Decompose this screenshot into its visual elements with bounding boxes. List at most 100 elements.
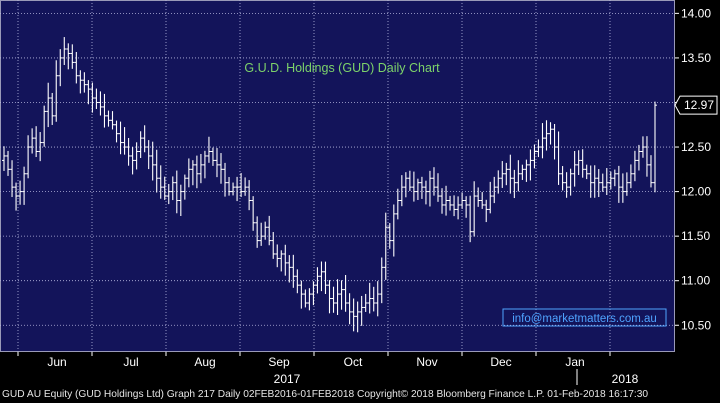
ohlc-bar — [496, 170, 501, 194]
ohlc-bar — [488, 181, 493, 214]
ohlc-bar — [323, 261, 328, 294]
ohlc-bar — [335, 279, 340, 316]
month-label: Jul — [123, 355, 138, 369]
ohlc-bar — [460, 192, 465, 209]
ohlc-bar — [492, 176, 497, 204]
ohlc-bar — [154, 149, 159, 193]
month-label: Dec — [490, 355, 511, 369]
ohlc-bar — [536, 139, 541, 158]
ohlc-bar — [279, 250, 284, 272]
ohlc-bar — [210, 147, 215, 166]
ohlc-bar — [118, 121, 123, 155]
ohlc-bar — [78, 70, 83, 94]
last-price-tag: 12.97 — [674, 95, 718, 115]
ohlc-bar — [251, 196, 256, 231]
ohlc-bar — [616, 165, 621, 203]
ohlc-bar — [568, 168, 573, 196]
last-price-label: 12.97 — [684, 98, 714, 112]
ohlc-bar — [214, 148, 219, 178]
ohlc-bar — [560, 166, 565, 191]
ohlc-bar — [126, 138, 131, 166]
ohlc-bar — [628, 164, 633, 189]
ohlc-bar — [106, 110, 111, 127]
ohlc-bar — [540, 123, 545, 159]
ohlc-bar — [299, 280, 304, 309]
ohlc-bar — [231, 182, 236, 196]
ohlc-bar — [223, 162, 228, 197]
ohlc-bar — [198, 153, 203, 184]
ohlc-bar — [142, 125, 147, 153]
ohlc-bar — [427, 170, 432, 207]
ohlc-bar — [50, 92, 55, 125]
ohlc-bar — [375, 281, 380, 317]
ohlc-bar — [327, 280, 332, 314]
ohlc-bar — [512, 169, 517, 199]
ohlc-bar — [596, 169, 601, 198]
y-tick-label: 12.00 — [681, 185, 711, 199]
ohlc-bar — [162, 176, 167, 200]
ohlc-bar — [70, 44, 75, 69]
ohlc-bar — [178, 184, 183, 217]
ohlc-bar — [644, 136, 649, 177]
ohlc-bar — [182, 174, 187, 200]
ohlc-bar — [54, 60, 59, 122]
ohlc-bar — [444, 185, 449, 216]
ohlc-bar — [66, 43, 71, 70]
ohlc-bar — [620, 173, 625, 203]
ohlc-bar — [186, 158, 191, 188]
ohlc-bar — [331, 286, 336, 313]
ohlc-bar — [548, 122, 553, 145]
ohlc-bar — [10, 160, 15, 198]
ohlc-bar — [379, 257, 384, 304]
ohlc-bar — [267, 215, 272, 246]
ohlc-bar — [239, 173, 244, 197]
ohlc-bar — [122, 127, 127, 155]
ohlc-bar — [42, 105, 47, 147]
ohlc-bar — [395, 188, 400, 220]
ohlc-bar — [206, 136, 211, 163]
ohlc-bar — [94, 88, 99, 109]
ohlc-bar — [219, 153, 223, 184]
ohlc-bar — [588, 165, 593, 198]
ohlc-bar — [6, 150, 11, 176]
year-label: 2018 — [612, 372, 639, 386]
chart-title: G.U.D. Holdings (GUD) Daily Chart — [244, 61, 440, 75]
ohlc-bar — [343, 275, 348, 312]
ohlc-bar — [640, 136, 645, 158]
ohlc-bar — [472, 181, 477, 237]
ohlc-bar — [74, 51, 79, 84]
ohlc-bar — [311, 281, 316, 306]
ohlc-bar — [355, 301, 360, 333]
ohlc-bar — [653, 101, 657, 193]
ohlc-bar — [431, 167, 436, 196]
ohlc-bar — [419, 176, 424, 199]
ohlc-bar — [508, 154, 513, 194]
ohlc-bar — [307, 288, 312, 311]
ohlc-bar — [399, 175, 404, 207]
ohlc-bar — [632, 150, 637, 182]
x-axis-panel — [0, 352, 720, 386]
ohlc-bar — [130, 146, 135, 175]
ohlc-bar — [592, 165, 597, 198]
price-bars — [2, 37, 657, 333]
ohlc-bar — [415, 178, 420, 201]
ohlc-bar — [263, 221, 268, 240]
watermark-box — [502, 308, 667, 327]
ohlc-bar — [255, 216, 260, 248]
ohlc-bar — [600, 173, 605, 192]
y-tick-label: 11.50 — [681, 229, 710, 243]
plot-border — [0, 0, 675, 352]
ohlc-bar — [315, 267, 320, 294]
ohlc-bar — [339, 280, 344, 310]
watermark-text: info@marketmatters.com.au — [512, 313, 657, 325]
ohlc-bar — [411, 171, 416, 202]
ohlc-bar — [287, 255, 292, 283]
ohlc-bar — [520, 164, 525, 180]
ohlc-bar — [440, 188, 445, 214]
ohlc-bar — [383, 212, 388, 280]
ohlc-bar — [174, 170, 179, 214]
ohlc-bar — [291, 254, 296, 288]
year-label: 2017 — [274, 372, 301, 386]
ohlc-bar — [608, 171, 613, 190]
